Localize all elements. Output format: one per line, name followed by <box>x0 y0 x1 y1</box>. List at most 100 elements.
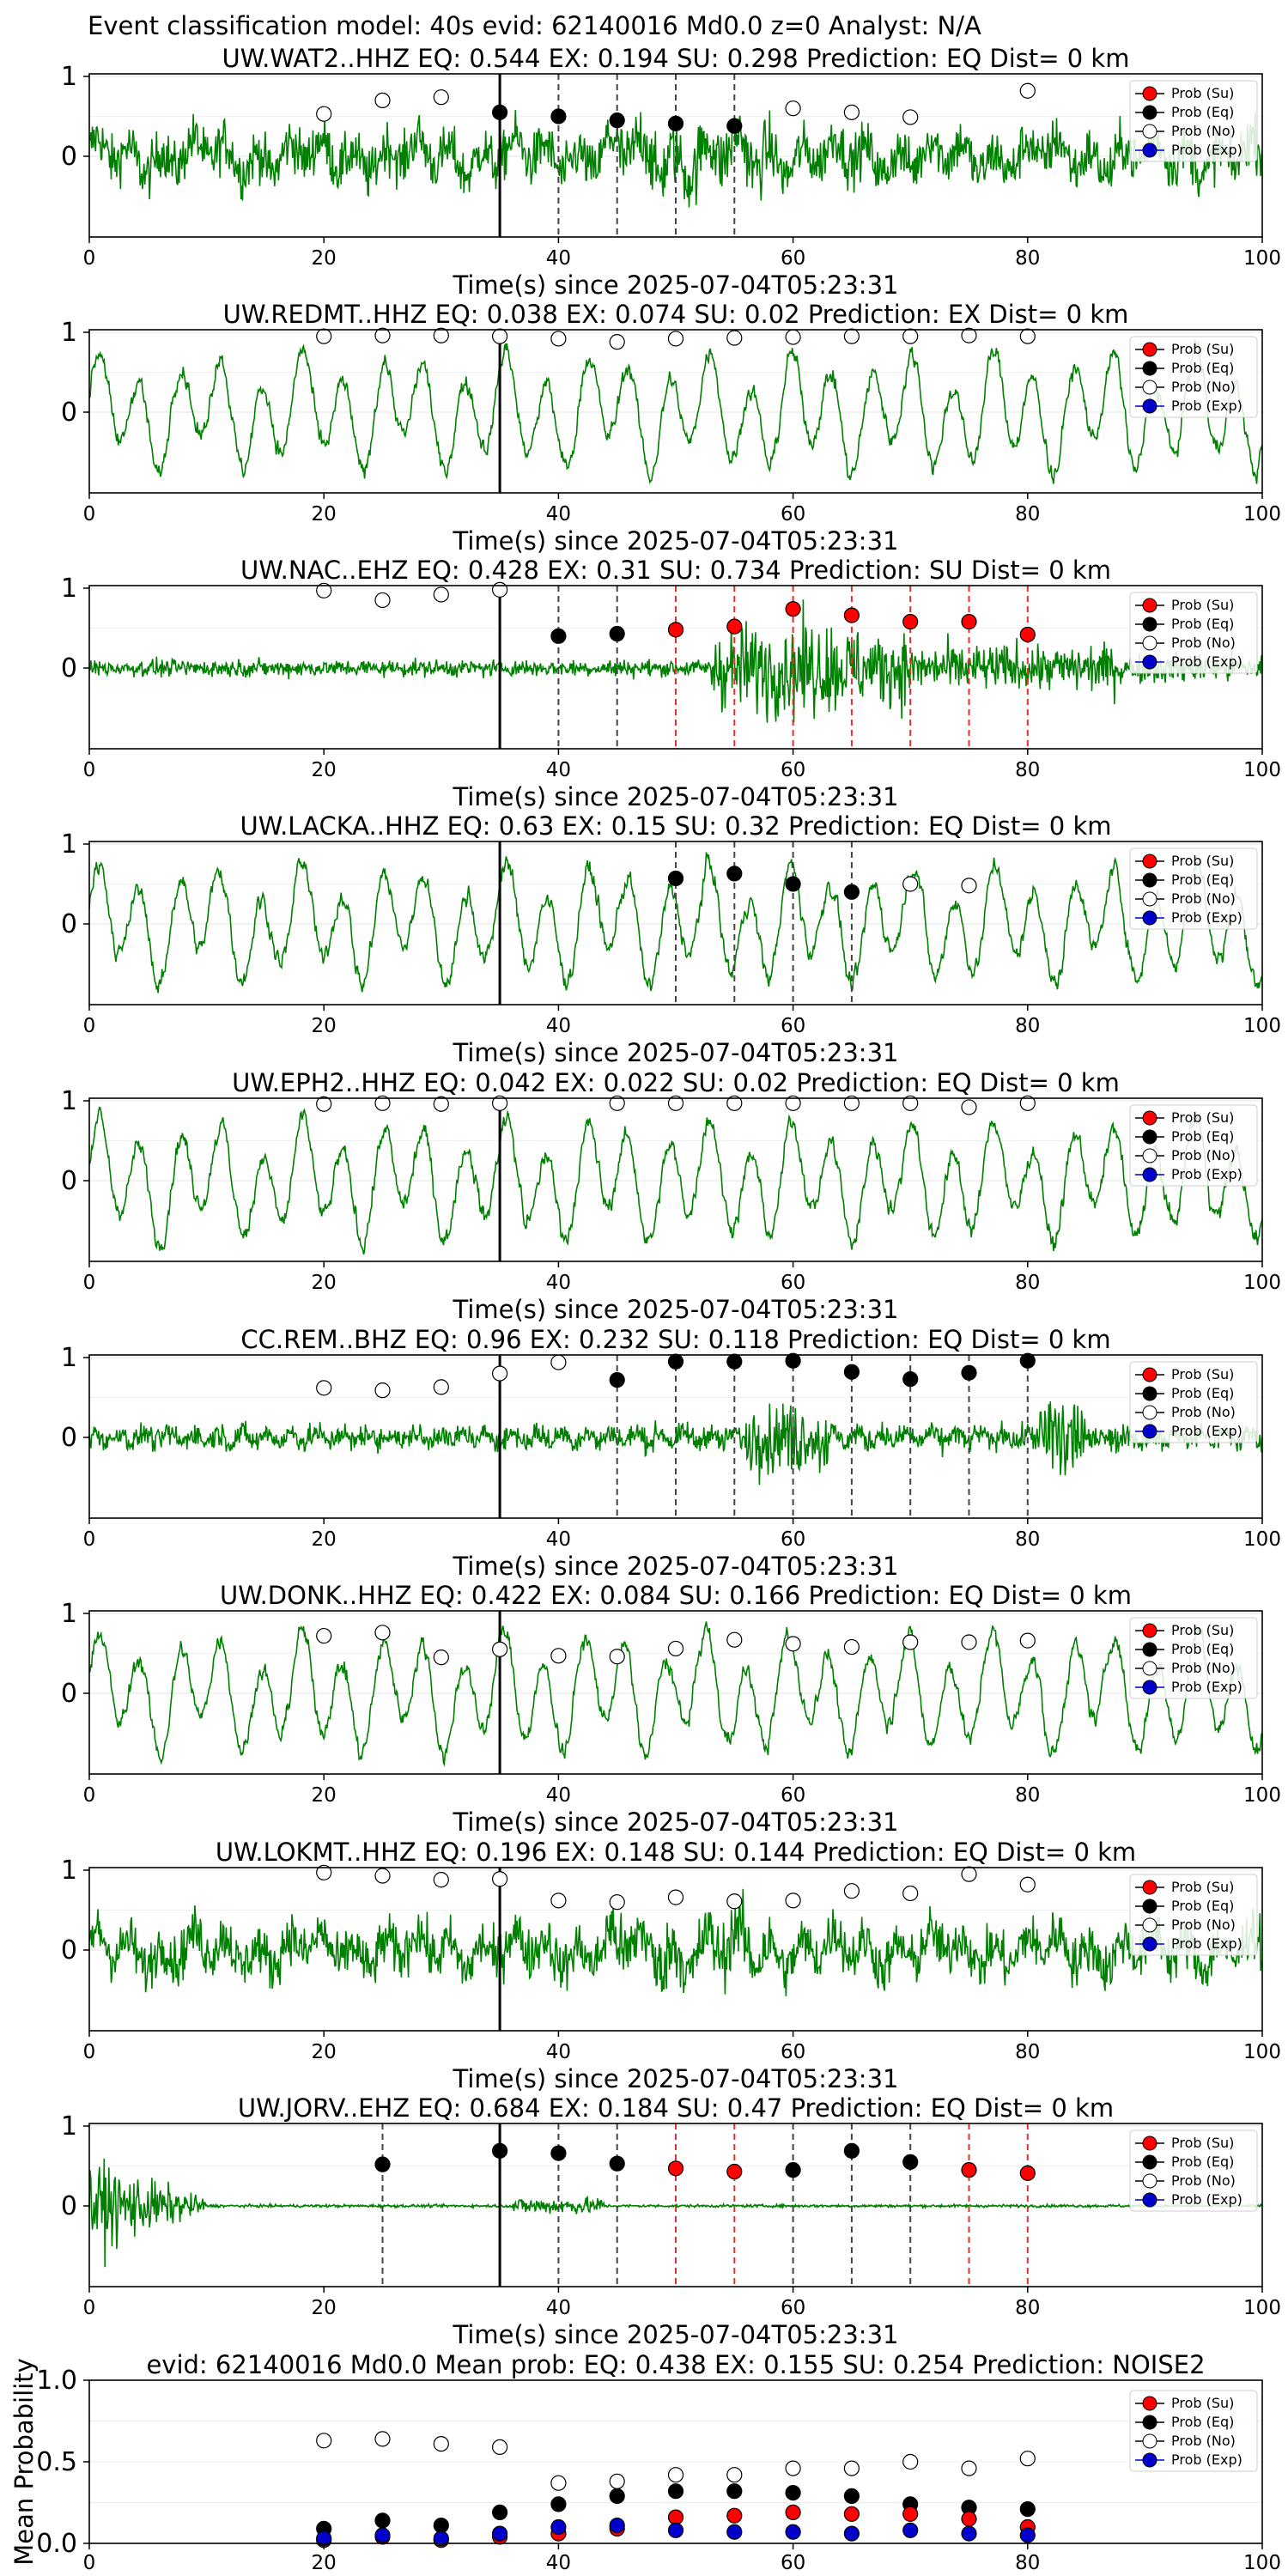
legend-marker-no <box>1142 2433 1157 2449</box>
legend-label-eq: Prob (Eq) <box>1171 1898 1234 1914</box>
prob-marker-no <box>785 1893 801 1909</box>
panel-title: UW.JORV..EHZ EQ: 0.684 EX: 0.184 SU: 0.4… <box>238 2093 1114 2123</box>
y-tick-label: 1 <box>61 1343 77 1373</box>
mean-marker-eq <box>609 2488 625 2504</box>
x-tick-label: 80 <box>1015 1272 1040 1294</box>
legend-label-exp: Prob (Exp) <box>1171 1166 1242 1182</box>
mean-marker-exp <box>961 2525 977 2542</box>
prob-marker-no <box>902 328 919 344</box>
prob-marker-eq <box>961 1364 977 1381</box>
legend: Prob (Su) Prob (Eq) Prob (No) Prob (Exp) <box>1129 336 1258 418</box>
axes-frame <box>88 1610 1263 1775</box>
y-tick-label: 0 <box>61 1679 77 1709</box>
y-tick-label: 0.0 <box>36 2529 77 2559</box>
legend-label-su: Prob (Su) <box>1171 341 1234 357</box>
prob-marker-eq <box>609 1371 625 1388</box>
prob-marker-no <box>491 1871 508 1887</box>
x-axis-label: Time(s) since 2025-07-04T05:23:31 <box>453 782 899 811</box>
x-tick-label: 60 <box>781 1272 805 1294</box>
prob-marker-no <box>609 334 625 350</box>
y-tick-label: 0 <box>61 1423 77 1453</box>
prob-marker-su <box>961 613 977 630</box>
mean-marker-exp <box>550 2518 567 2536</box>
legend-label-no: Prob (No) <box>1171 1917 1236 1933</box>
prob-marker-eq <box>843 884 860 900</box>
axes-frame <box>88 73 1263 238</box>
y-tick-label: 1 <box>61 1599 77 1629</box>
mean-marker-no <box>550 2475 567 2491</box>
mean-marker-exp <box>491 2525 508 2542</box>
prob-marker-no <box>902 1095 919 1111</box>
prob-marker-no <box>785 1636 801 1652</box>
legend-marker-su <box>1142 1367 1157 1382</box>
x-axis-label: Time(s) since 2025-07-04T05:23:31 <box>453 1552 899 1581</box>
legend-marker-eq <box>1142 105 1157 120</box>
mean-marker-no <box>667 2467 684 2483</box>
prob-marker-no <box>433 1649 449 1666</box>
legend-marker-su <box>1142 2136 1157 2151</box>
x-tick-label: 60 <box>781 1015 805 1037</box>
prob-marker-su <box>1019 2165 1036 2181</box>
y-tick-label: 0 <box>61 2191 77 2221</box>
x-tick-label: 100 <box>1243 1528 1281 1551</box>
mean-marker-no <box>374 2431 391 2447</box>
legend-marker-su <box>1142 1880 1157 1895</box>
prob-marker-no <box>843 1883 860 1899</box>
y-tick-label: 1 <box>61 1086 77 1116</box>
axes-frame <box>88 1097 1263 1262</box>
legend-marker-no <box>1142 124 1157 139</box>
legend: Prob (Su) Prob (Eq) Prob (No) Prob (Exp) <box>1129 2129 1258 2212</box>
y-tick-label: 0 <box>61 909 77 939</box>
station-panel: UW.EPH2..HHZ EQ: 0.042 EX: 0.022 SU: 0.0… <box>61 1068 1281 1324</box>
x-tick-label: 0 <box>83 2041 96 2063</box>
legend-label-su: Prob (Su) <box>1171 1622 1234 1638</box>
prob-marker-su <box>785 601 801 617</box>
mean-marker-eq <box>785 2485 801 2501</box>
prob-marker-eq <box>550 628 567 644</box>
x-tick-label: 60 <box>781 2552 805 2574</box>
prob-marker-eq <box>726 866 743 882</box>
prob-marker-eq <box>550 108 567 125</box>
waveform-trace <box>88 1621 1263 1767</box>
prob-marker-no <box>374 1382 391 1399</box>
legend-marker-su <box>1142 1623 1157 1638</box>
legend-label-eq: Prob (Eq) <box>1171 2154 1234 2170</box>
y-tick-label: 0 <box>61 653 77 683</box>
prob-marker-su <box>667 622 684 638</box>
prob-marker-eq <box>491 104 508 120</box>
prob-marker-no <box>785 100 801 117</box>
x-tick-label: 60 <box>781 759 805 781</box>
axes-frame <box>88 2123 1263 2287</box>
prob-marker-no <box>550 1354 567 1370</box>
legend-label-exp: Prob (Exp) <box>1171 2451 1242 2468</box>
legend-label-eq: Prob (Eq) <box>1171 616 1234 632</box>
legend-marker-no <box>1142 2173 1157 2189</box>
legend: Prob (Su) Prob (Eq) Prob (No) Prob (Exp) <box>1129 1617 1258 1699</box>
prob-marker-no <box>785 329 801 345</box>
x-tick-label: 80 <box>1015 2552 1040 2574</box>
prob-marker-eq <box>491 2142 508 2159</box>
x-axis-label: Time(s) since 2025-07-04T05:23:31 <box>453 1807 899 1837</box>
station-panel: UW.REDMT..HHZ EQ: 0.038 EX: 0.074 SU: 0.… <box>61 300 1281 556</box>
x-tick-label: 0 <box>83 1784 96 1807</box>
legend-marker-no <box>1142 1661 1157 1676</box>
prob-marker-no <box>667 1889 684 1905</box>
prob-marker-no <box>1019 328 1036 344</box>
station-panel: CC.REM..BHZ EQ: 0.96 EX: 0.232 SU: 0.118… <box>61 1325 1281 1581</box>
legend-marker-eq <box>1142 361 1157 376</box>
legend-marker-exp <box>1142 910 1157 926</box>
y-tick-label: 1 <box>61 62 77 92</box>
prob-marker-su <box>843 607 860 623</box>
legend-marker-no <box>1142 1148 1157 1163</box>
x-axis-label: Time(s) since 2025-07-04T05:23:31 <box>453 2064 899 2093</box>
legend-marker-exp <box>1142 1936 1157 1952</box>
prob-marker-eq <box>726 1353 743 1370</box>
prob-marker-no <box>374 327 391 343</box>
x-tick-label: 80 <box>1015 1784 1040 1807</box>
mean-marker-no <box>1019 2451 1036 2467</box>
station-panel: UW.LACKA..HHZ EQ: 0.63 EX: 0.15 SU: 0.32… <box>61 811 1281 1067</box>
prob-marker-su <box>1019 626 1036 643</box>
mean-marker-no <box>609 2473 625 2489</box>
legend-marker-eq <box>1142 2415 1157 2430</box>
x-tick-label: 100 <box>1243 2552 1281 2574</box>
